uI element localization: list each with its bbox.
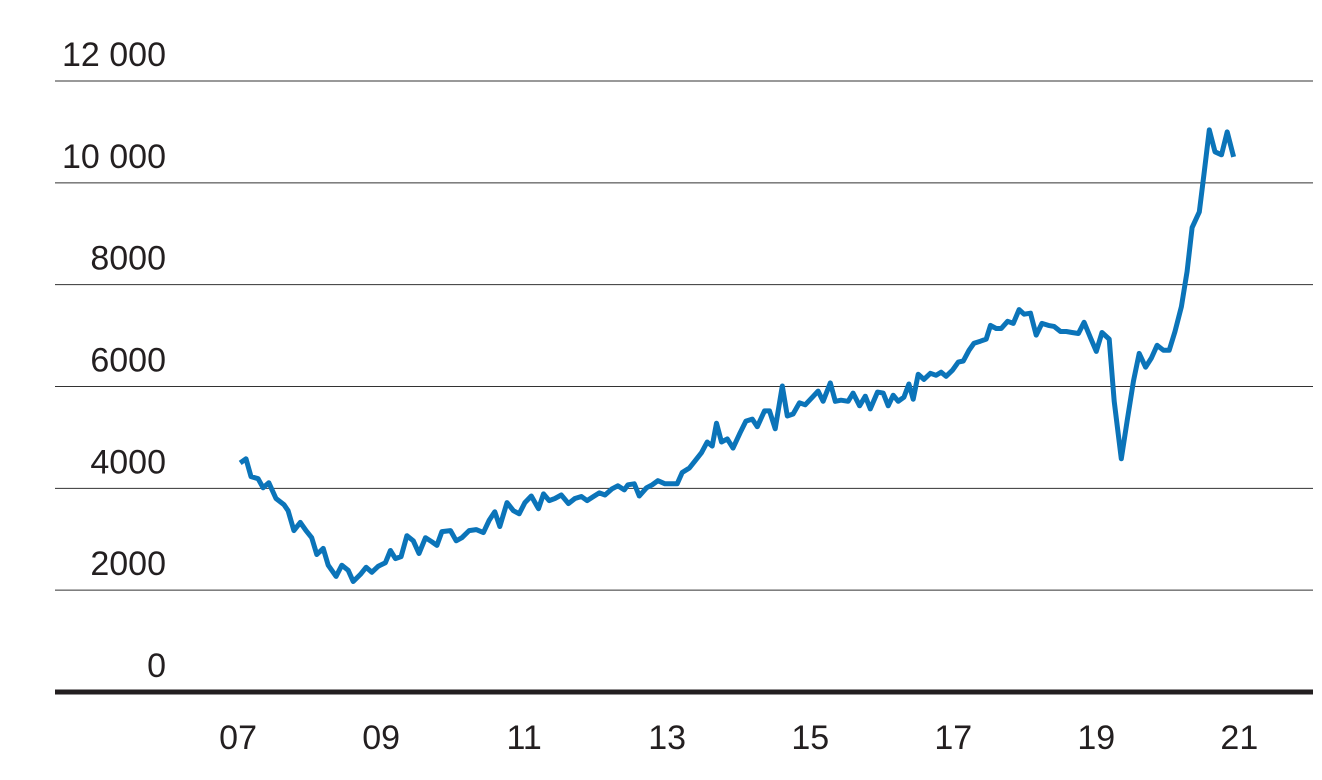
- x-tick-label: 13: [648, 719, 686, 757]
- x-tick-label: 09: [362, 719, 400, 757]
- y-tick-label: 0: [147, 647, 166, 685]
- x-tick-label: 21: [1220, 719, 1258, 757]
- x-tick-label: 15: [791, 719, 829, 757]
- y-tick-label: 12 000: [62, 36, 166, 74]
- x-tick-label: 11: [507, 719, 542, 757]
- x-tick-label: 07: [219, 719, 257, 757]
- x-tick-label: 19: [1077, 719, 1115, 757]
- y-tick-label: 2000: [90, 545, 166, 583]
- x-tick-label: 17: [934, 719, 972, 757]
- y-tick-label: 4000: [90, 443, 166, 481]
- y-tick-label: 6000: [90, 341, 166, 379]
- y-tick-label: 10 000: [62, 138, 166, 176]
- data-line: [238, 127, 1237, 584]
- y-tick-label: 8000: [90, 240, 166, 278]
